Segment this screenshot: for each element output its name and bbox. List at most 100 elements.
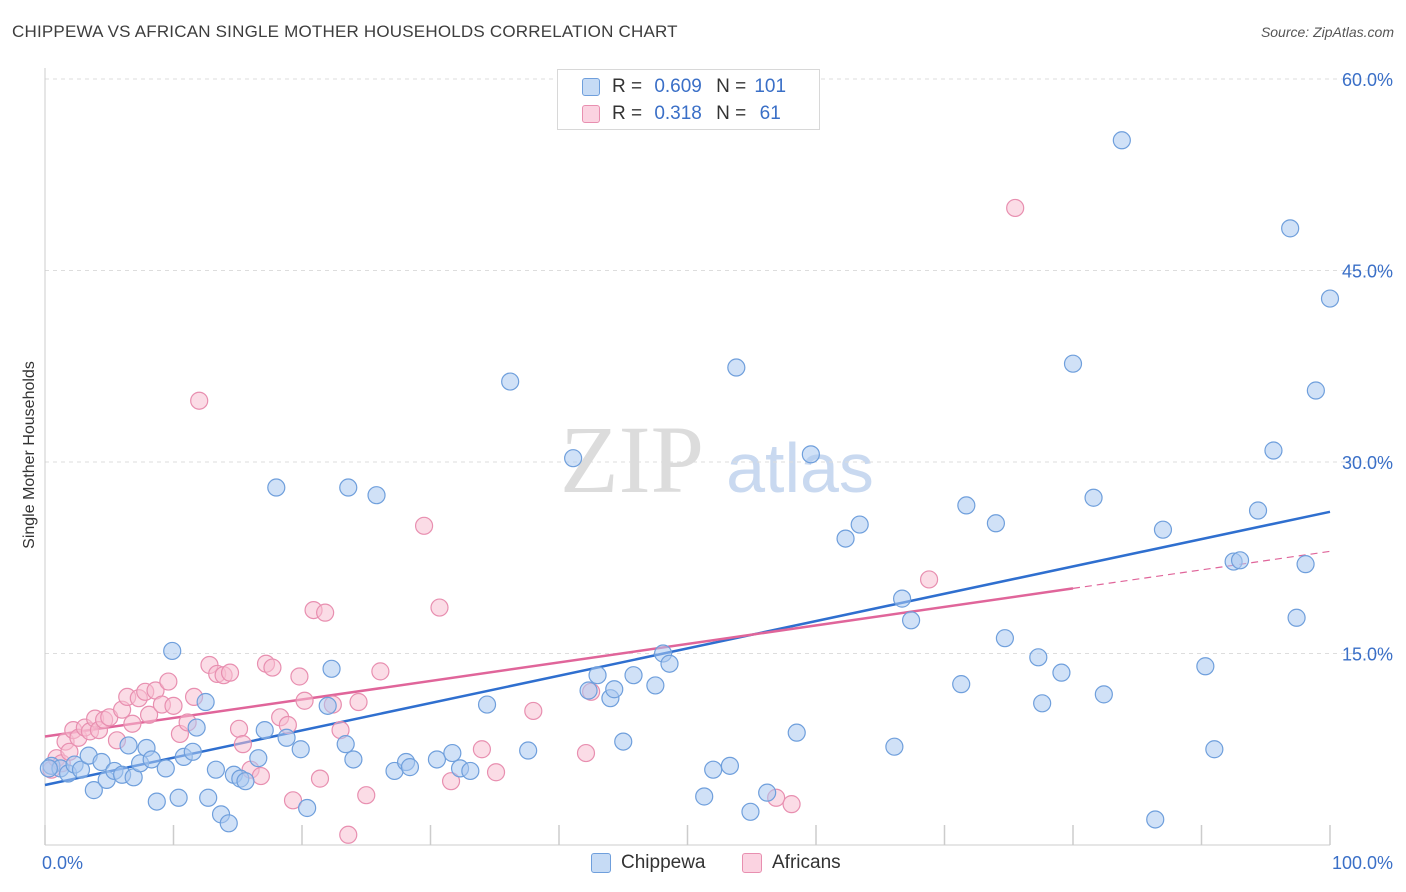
chippewa-point (986, 514, 1006, 533)
chippewa-point (660, 654, 679, 673)
chippewa-point (901, 611, 921, 630)
chippewa-point (519, 741, 538, 760)
chippewa-point (1153, 520, 1173, 539)
chippewa-point (605, 680, 624, 699)
africans-trend-line (44, 587, 1074, 738)
chippewa-point (1094, 685, 1113, 704)
legend-row-africans: R = 0.318 N = 61 (582, 102, 794, 126)
africans-point (159, 672, 178, 691)
africans-point (576, 743, 596, 763)
chippewa-point (1230, 551, 1250, 570)
africans-point (524, 701, 543, 721)
africans-point (339, 825, 358, 844)
bottom-legend-africans-label: Africans (772, 852, 841, 873)
chippewa-swatch (582, 78, 600, 96)
chippewa-point (1264, 441, 1283, 460)
chippewa-point (1296, 555, 1315, 574)
chippewa-point (579, 681, 598, 700)
chippewa-point (1033, 694, 1052, 713)
chippewa-point (277, 728, 296, 747)
africans-swatch (582, 105, 600, 123)
chippewa-point (339, 478, 358, 497)
africans-swatch (742, 853, 762, 873)
chippewa-point (957, 496, 976, 515)
legend-r-value: 0.609 (654, 76, 702, 97)
chippewa-point (588, 666, 607, 685)
chippewa-point (461, 761, 480, 781)
chippewa-point (727, 358, 746, 377)
chippewa-point (1112, 131, 1131, 150)
chippewa-point (199, 788, 218, 807)
watermark-zip: ZIP (560, 406, 704, 513)
chippewa-point (995, 629, 1014, 648)
africans-point (349, 692, 368, 712)
africans-point (263, 658, 282, 677)
chippewa-point (885, 737, 904, 756)
chippewa-point (1306, 381, 1325, 400)
legend-n-label: N = (716, 76, 747, 97)
chippewa-point (1205, 740, 1224, 759)
legend-r-label: R = (612, 76, 643, 97)
bottom-legend-chippewa-label: Chippewa (621, 852, 706, 873)
chippewa-point (801, 445, 820, 464)
watermark: ZIP atlas (560, 406, 874, 513)
chippewa-point (344, 750, 363, 769)
africans-point (919, 570, 939, 589)
chippewa-swatch (591, 853, 611, 873)
chart-title: CHIPPEWA VS AFRICAN SINGLE MOTHER HOUSEH… (12, 22, 678, 41)
watermark-atlas: atlas (726, 429, 874, 507)
chippewa-point (291, 740, 310, 759)
chippewa-point (1146, 810, 1165, 829)
chippewa-point (249, 749, 268, 768)
stats-legend: R = 0.609 N = 101 R = 0.318 N = 61 (557, 69, 820, 130)
chippewa-point (758, 783, 777, 802)
chippewa-point (695, 787, 714, 806)
chippewa-point (1320, 289, 1340, 308)
africans-point (290, 667, 309, 686)
chippewa-point (720, 756, 740, 775)
africans-point (123, 714, 142, 733)
y-tick-label: 30.0% (1342, 453, 1393, 473)
chart-source: Source: ZipAtlas.com (1260, 24, 1394, 40)
chippewa-point (156, 759, 175, 778)
chippewa-point (477, 695, 497, 714)
chippewa-point (298, 798, 317, 818)
chippewa-point (564, 449, 583, 468)
chippewa-point (318, 696, 337, 715)
legend-r-label: R = (612, 103, 643, 124)
chippewa-point (1287, 608, 1306, 627)
chippewa-point (336, 735, 355, 754)
chippewa-point (1029, 648, 1048, 667)
chippewa-point (427, 750, 447, 769)
africans-point (190, 391, 209, 410)
chippewa-point (624, 666, 643, 685)
africans-point (782, 795, 801, 814)
chippewa-point (219, 814, 238, 833)
legend-row-chippewa: R = 0.609 N = 101 (582, 75, 794, 99)
africans-point (371, 662, 390, 681)
chippewa-point (39, 759, 58, 778)
chippewa-point (119, 736, 138, 755)
chippewa-point (501, 372, 520, 391)
africans-point (164, 696, 183, 715)
y-tick-label: 15.0% (1342, 645, 1393, 665)
legend-n-label: N = (716, 103, 747, 124)
chippewa-point (142, 750, 161, 769)
chippewa-point (196, 692, 215, 712)
chippewa-point (1084, 488, 1103, 507)
legend-r-value: 0.318 (654, 103, 702, 124)
africans-point (229, 719, 249, 738)
chippewa-point (646, 676, 665, 695)
x-tick-label: 100.0% (1332, 853, 1393, 873)
africans-point (472, 740, 491, 759)
chippewa-point (206, 760, 226, 779)
chippewa-point (400, 758, 420, 777)
y-tick-label: 60.0% (1342, 70, 1393, 90)
chippewa-trend-line (44, 510, 1331, 787)
africans-point (295, 691, 314, 710)
africans-point (357, 786, 376, 805)
africans-point (139, 705, 159, 724)
chippewa-point (1281, 219, 1300, 238)
chippewa-point (92, 752, 111, 772)
